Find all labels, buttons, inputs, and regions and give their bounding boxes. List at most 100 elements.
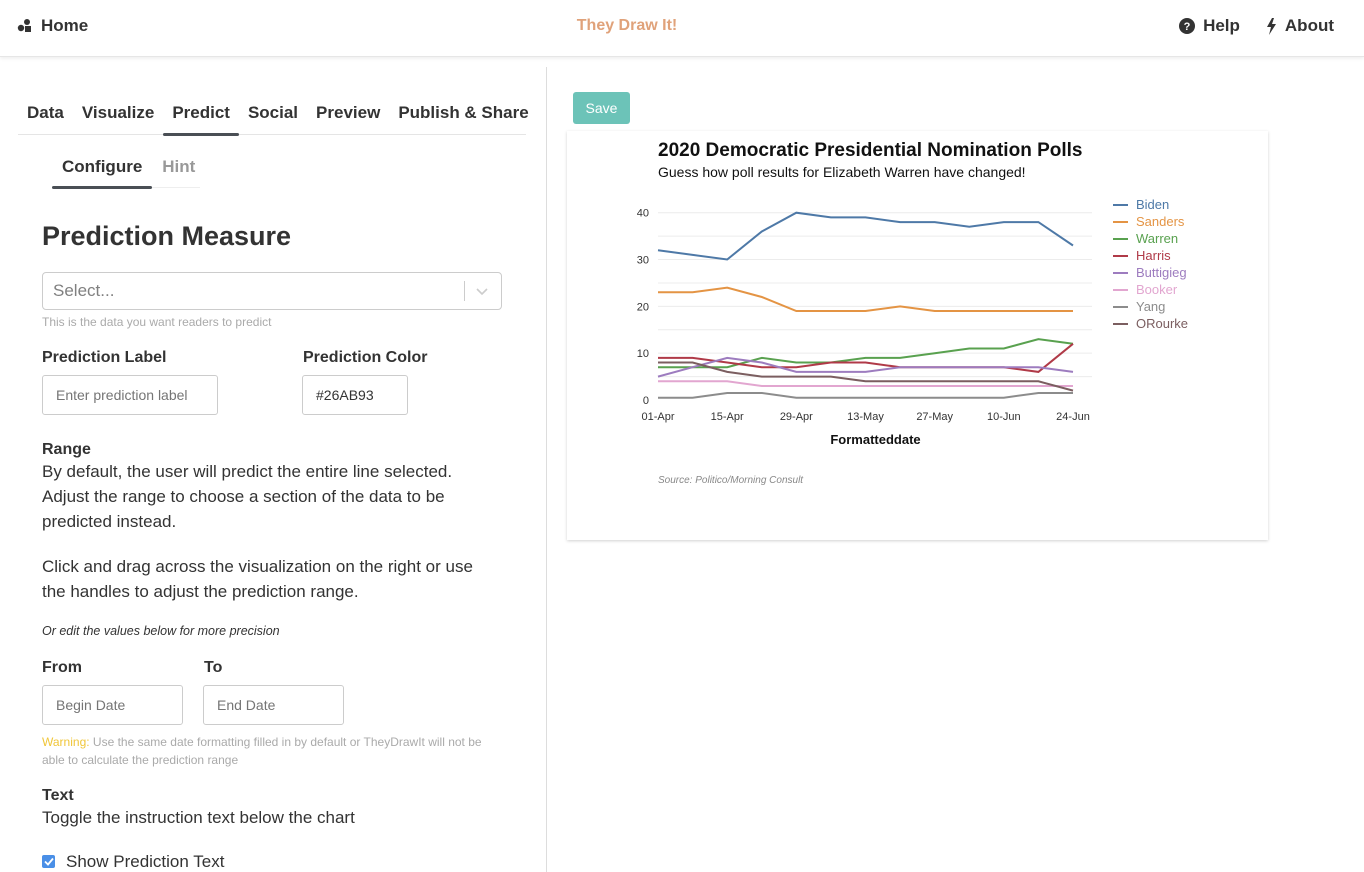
line-chart[interactable]: 0 10 20 30 40 01-Apr 15-Apr 29-Apr 13-May 27-May 1…	[567, 131, 1268, 471]
select-separator	[464, 281, 465, 301]
warning-text: Use the same date formatting filled in b…	[42, 735, 482, 767]
series-line-booker	[658, 380, 1073, 387]
tab-social[interactable]: Social	[247, 103, 299, 122]
select-placeholder: Select...	[53, 281, 115, 300]
about-label: About	[1284, 16, 1334, 35]
series-line-warren	[658, 338, 1074, 369]
top-navbar: Home They Draw It! ? Help About	[0, 0, 1364, 57]
legend-swatch	[1113, 271, 1128, 274]
legend-item-harris[interactable]: Harris	[1113, 247, 1188, 264]
question-circle-icon: ?	[1179, 18, 1196, 34]
from-date-input[interactable]	[42, 685, 183, 725]
x-tick-label: 29-Apr	[780, 411, 813, 423]
checkmark-icon	[43, 857, 54, 866]
series-line-biden	[657, 211, 1074, 261]
show-prediction-toggle[interactable]: Show Prediction Text	[42, 849, 224, 872]
legend-swatch	[1113, 237, 1128, 240]
legend-item-yang[interactable]: Yang	[1113, 298, 1188, 315]
prediction-color-title: Prediction Color	[303, 349, 428, 366]
y-tick-label: 30	[637, 255, 649, 267]
prediction-measure-select[interactable]: Select...	[42, 272, 502, 310]
to-label: To	[204, 659, 223, 676]
about-link[interactable]: About	[1266, 16, 1334, 36]
help-label: Help	[1203, 16, 1240, 35]
editor-panel: Data Visualize Predict Social Preview Pu…	[0, 67, 547, 872]
legend-item-biden[interactable]: Biden	[1113, 196, 1188, 213]
chart-subtitle: Guess how poll results for Elizabeth War…	[658, 164, 1026, 180]
y-tick-label: 10	[637, 348, 649, 360]
tab-preview[interactable]: Preview	[316, 103, 381, 122]
chart-source: Source: Politico/Morning Consult	[658, 475, 804, 486]
x-tick-label: 24-Jun	[1056, 411, 1090, 423]
legend-label: Warren	[1136, 231, 1179, 246]
legend-swatch	[1113, 288, 1128, 291]
sub-tabs: Configure Hint	[52, 157, 200, 189]
bolt-icon	[1266, 17, 1276, 35]
range-title: Range	[42, 441, 91, 458]
legend-label: Harris	[1136, 248, 1171, 263]
range-instructions: Click and drag across the visualization …	[42, 557, 473, 601]
legend-label: Buttigieg	[1136, 265, 1187, 280]
legend-swatch	[1113, 305, 1128, 308]
chevron-down-icon	[476, 288, 488, 296]
save-button[interactable]: Save	[573, 92, 630, 124]
x-tick-label: 27-May	[916, 411, 953, 423]
legend-swatch	[1113, 203, 1128, 206]
legend-label: Biden	[1136, 197, 1170, 212]
tab-publish-share[interactable]: Publish & Share	[398, 103, 529, 122]
legend-label: Booker	[1136, 282, 1178, 297]
legend-label: ORourke	[1136, 316, 1189, 331]
y-tick-label: 20	[637, 301, 649, 313]
prediction-measure-heading: Prediction Measure	[42, 221, 292, 251]
precision-note: Or edit the values below for more precis…	[42, 624, 280, 638]
x-tick-label: 10-Jun	[987, 411, 1021, 423]
main-tabs: Data Visualize Predict Social Preview Pu…	[18, 103, 529, 136]
tab-data[interactable]: Data	[27, 103, 64, 122]
show-prediction-label: Show Prediction Text	[66, 852, 225, 871]
from-label: From	[42, 659, 82, 676]
home-link[interactable]: Home	[17, 16, 88, 36]
series-line-sanders	[658, 286, 1073, 312]
text-section-description: Toggle the instruction text below the ch…	[42, 808, 355, 827]
date-format-warning: Warning: Use the same date formatting fi…	[42, 733, 492, 769]
chart-title: 2020 Democratic Presidential Nomination …	[658, 140, 1083, 161]
legend-item-booker[interactable]: Booker	[1113, 281, 1188, 298]
chart-card: 2020 Democratic Presidential Nomination …	[567, 131, 1268, 540]
x-tick-label: 13-May	[847, 411, 884, 423]
subtab-hint[interactable]: Hint	[162, 157, 196, 176]
svg-text:?: ?	[1184, 21, 1191, 33]
y-tick-label: 0	[643, 395, 649, 407]
legend-item-buttigieg[interactable]: Buttigieg	[1113, 264, 1188, 281]
prediction-color-input[interactable]: #26AB93	[302, 375, 408, 415]
legend-swatch	[1113, 220, 1128, 223]
series-line-yang	[658, 392, 1073, 399]
text-section-title: Text	[42, 787, 74, 804]
legend-swatch	[1113, 254, 1128, 257]
series-line-buttigieg	[657, 356, 1074, 378]
subtab-configure[interactable]: Configure	[52, 157, 153, 189]
legend-item-sanders[interactable]: Sanders	[1113, 213, 1188, 230]
tab-visualize[interactable]: Visualize	[81, 103, 155, 122]
to-date-input[interactable]	[203, 685, 344, 725]
y-tick-label: 40	[637, 208, 649, 220]
legend-item-orourke[interactable]: ORourke	[1113, 315, 1188, 332]
home-icon	[17, 19, 31, 32]
show-prediction-checkbox[interactable]	[42, 855, 55, 868]
legend-swatch	[1113, 322, 1128, 325]
legend-item-warren[interactable]: Warren	[1113, 230, 1188, 247]
warning-prefix: Warning:	[42, 735, 90, 749]
help-link[interactable]: ? Help	[1179, 16, 1240, 36]
legend-label: Yang	[1136, 299, 1166, 314]
series-line-orourke	[658, 361, 1074, 392]
x-tick-label: 15-Apr	[711, 411, 744, 423]
legend-label: Sanders	[1136, 214, 1185, 229]
brand-title: They Draw It!	[576, 17, 678, 34]
home-label: Home	[41, 16, 89, 35]
chart-legend: Biden Sanders Warren Harris Buttigieg Booker Y…	[1113, 196, 1188, 332]
range-description: By default, the user will predict the en…	[42, 462, 453, 531]
x-tick-label: 01-Apr	[641, 411, 674, 423]
tab-predict[interactable]: Predict	[163, 103, 239, 136]
select-help-text: This is the data you want readers to pre…	[42, 315, 272, 329]
prediction-label-title: Prediction Label	[42, 349, 167, 366]
prediction-label-input[interactable]	[42, 375, 218, 415]
